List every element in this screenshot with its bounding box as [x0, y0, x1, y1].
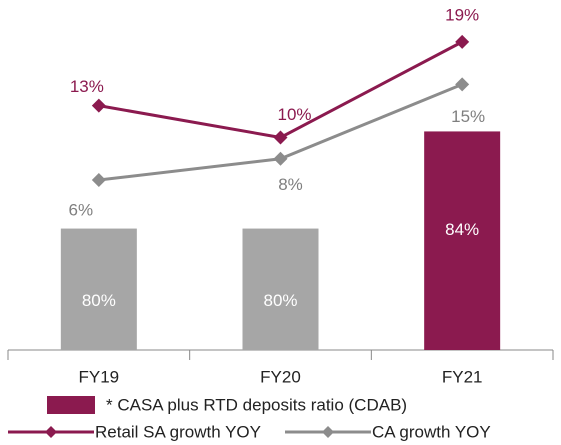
x-tick-label: FY19 — [79, 367, 120, 386]
legend-marker — [45, 426, 57, 438]
line-marker — [91, 98, 106, 113]
line-value-label: 19% — [445, 5, 479, 24]
legend-marker — [322, 426, 334, 438]
line-value-label: 8% — [278, 175, 303, 194]
line-value-label: 10% — [277, 105, 311, 124]
line-marker — [91, 173, 106, 187]
line-value-label: 15% — [451, 107, 485, 126]
line-marker — [273, 130, 288, 145]
legend-swatch — [47, 396, 95, 414]
bar — [424, 131, 501, 350]
line-value-label: 6% — [69, 200, 94, 219]
legend-label: CA growth YOY — [372, 422, 491, 441]
x-tick-label: FY20 — [260, 367, 301, 386]
bar-value-label: 80% — [263, 291, 297, 310]
x-tick-label: FY21 — [442, 367, 483, 386]
legend-label: * CASA plus RTD deposits ratio (CDAB) — [106, 395, 407, 414]
bar-value-label: 80% — [82, 291, 116, 310]
line-value-label: 13% — [70, 77, 104, 96]
bar — [242, 228, 319, 350]
line-marker — [273, 151, 288, 166]
line-marker — [455, 77, 470, 92]
line-marker — [455, 34, 470, 49]
bar-value-label: 84% — [445, 220, 479, 239]
bar — [60, 228, 137, 350]
legend-label: Retail SA growth YOY — [95, 422, 261, 441]
